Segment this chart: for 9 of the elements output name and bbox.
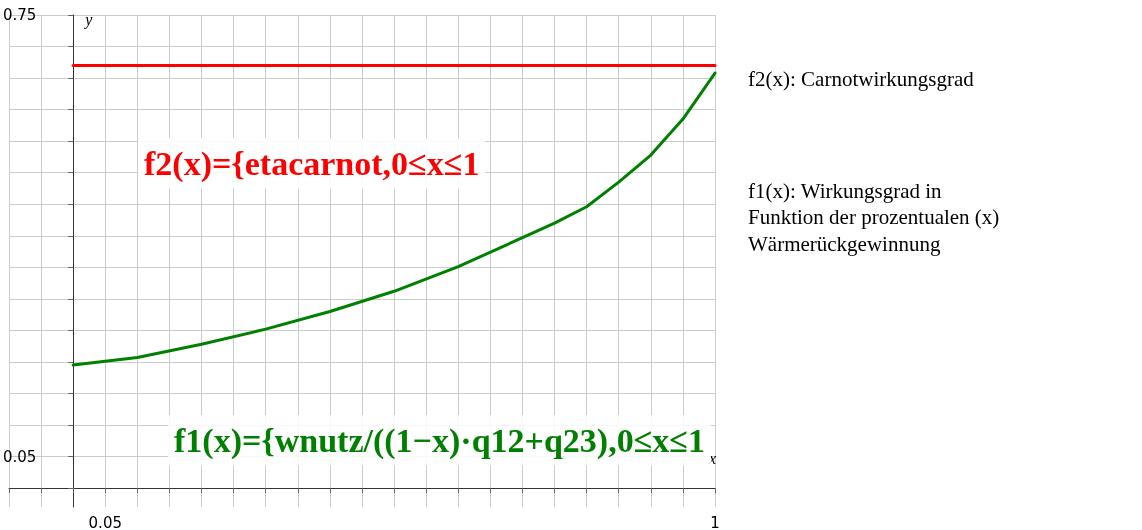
annotation: f1(x)={wnutz/((1−x)·q12+q23),0≤x≤1: [174, 421, 705, 460]
line-series: [71, 71, 717, 367]
x-tick-label: 1: [710, 513, 720, 530]
y-axis-title: y: [83, 10, 94, 29]
text: f2(x): Carnotwirkungsgrad: [748, 67, 975, 92]
annotation: f2(x)={etacarnot,0≤x≤1: [144, 144, 480, 183]
x-axis-title: x: [708, 449, 717, 467]
y-tick-label: 0.75: [3, 6, 37, 24]
text: f1(x): Wirkungsgrad in Funktion der prozentualen (x) Wärmerückgewinnung: [748, 179, 1000, 256]
